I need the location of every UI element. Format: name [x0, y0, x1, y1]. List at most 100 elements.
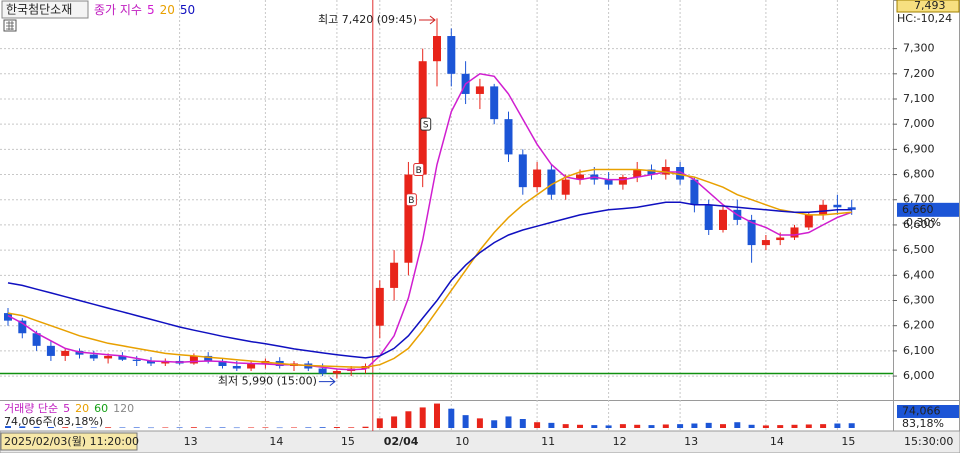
volume-bar [605, 425, 612, 428]
x-tick-label: 14 [770, 435, 784, 448]
candle-body [390, 262, 399, 288]
candle-body [475, 86, 484, 94]
y-tick-label: 6,400 [903, 268, 935, 281]
candle-body [561, 179, 570, 195]
candle-body [804, 214, 813, 228]
current-volume: 74,066 [902, 405, 941, 418]
candle-body [761, 240, 770, 246]
volume-bar [805, 424, 812, 428]
volume-bar [119, 427, 126, 428]
volume-bar [348, 427, 355, 428]
candle-body [332, 371, 341, 374]
volume-bar [434, 403, 440, 428]
candle-body [118, 355, 127, 360]
top-price-box [896, 0, 960, 13]
volume-bar [248, 427, 255, 428]
volume-bar [205, 427, 212, 428]
y-tick-label: 6,700 [903, 193, 935, 206]
volume-legend-entry: 5 [63, 402, 70, 415]
candle-body [61, 350, 70, 356]
volume-bar [190, 427, 197, 428]
signal-label: B [408, 196, 414, 206]
candle-body [447, 36, 456, 74]
volume-bar [834, 423, 841, 428]
volume-bar [47, 427, 54, 428]
plot-area: B B S 최고 7,420 (09:45) 최저 5,990 (15:00) [0, 0, 893, 431]
candle-body [104, 355, 113, 359]
volume-bar [577, 424, 583, 428]
y-tick-label: 7,000 [903, 117, 935, 130]
stock-name: 한국첨단소재 [6, 3, 72, 17]
top-price: 7,493 [914, 0, 946, 12]
signal-box [413, 163, 425, 177]
candle-body [676, 167, 685, 180]
volume-bar [148, 427, 154, 429]
volume-bar [462, 415, 469, 428]
volume-bar [691, 423, 698, 428]
signal-box [405, 193, 417, 207]
volume-bar [562, 424, 569, 428]
volume-bar [734, 422, 741, 428]
volume-bar [476, 418, 483, 428]
candle-body [833, 204, 842, 208]
volume-bar [262, 427, 269, 428]
volume-bar [333, 427, 340, 428]
volume-bar [219, 427, 226, 428]
stock-name-box[interactable] [1, 0, 89, 19]
volume-bar [634, 424, 641, 428]
start-time: 2025/02/03(월) 11:20:00 [4, 435, 139, 448]
candle-body [218, 360, 227, 366]
candle-body [375, 287, 384, 326]
volume-bar [534, 422, 541, 428]
x-tick-label: 02/04 [384, 435, 419, 448]
current-price-box [897, 202, 959, 217]
legend-entry: 5 [147, 3, 155, 17]
volume-bar [519, 419, 526, 428]
volume-bar [491, 420, 498, 428]
candle-body [504, 119, 513, 155]
volume-bar [76, 427, 83, 428]
x-tick-label: 15 [341, 435, 355, 448]
volume-bar [405, 411, 412, 428]
volume-bar [276, 427, 283, 429]
x-tick-label: 15 [841, 435, 855, 448]
volume-legend-label: 거래량 단순 [4, 402, 58, 415]
volume-bar [662, 424, 669, 428]
candle-body [647, 169, 656, 175]
x-tick-label: 10 [455, 435, 469, 448]
settings-icon-grid [6, 21, 14, 30]
volume-bar [19, 426, 26, 428]
volume-bar [5, 426, 11, 428]
y-tick-label: 6,600 [903, 218, 935, 231]
candle-body [604, 179, 613, 185]
candle-body [46, 345, 55, 356]
settings-icon[interactable] [3, 19, 17, 32]
candle-body [18, 320, 27, 334]
candle-body [4, 313, 12, 321]
volume-bar [791, 424, 798, 428]
y-tick-label: 6,900 [903, 142, 935, 155]
y-tick-label: 6,100 [903, 344, 935, 357]
candle-body [232, 365, 241, 369]
candle-body [719, 209, 727, 230]
candle-body [247, 363, 256, 369]
volume-bar [319, 427, 326, 428]
change-label: -0,30% [902, 216, 941, 229]
x-tick-label: 11 [541, 435, 555, 448]
candle-body [618, 177, 627, 185]
candle-body [690, 179, 699, 205]
volume-bar [90, 427, 97, 428]
end-time: 15:30:00 [904, 435, 953, 448]
candle-body [661, 167, 670, 175]
volume-bar [762, 425, 769, 428]
x-tick-label: 14 [269, 435, 283, 448]
volume-bar [448, 408, 455, 428]
volume-bar [33, 426, 40, 428]
volume-bar [705, 422, 712, 428]
candle-body [776, 237, 785, 241]
volume-legend-entry: 20 [75, 402, 89, 415]
legend-label: 종가 지수 [94, 3, 142, 17]
y-tick-label: 6,800 [903, 168, 935, 181]
candle-body [433, 36, 441, 62]
